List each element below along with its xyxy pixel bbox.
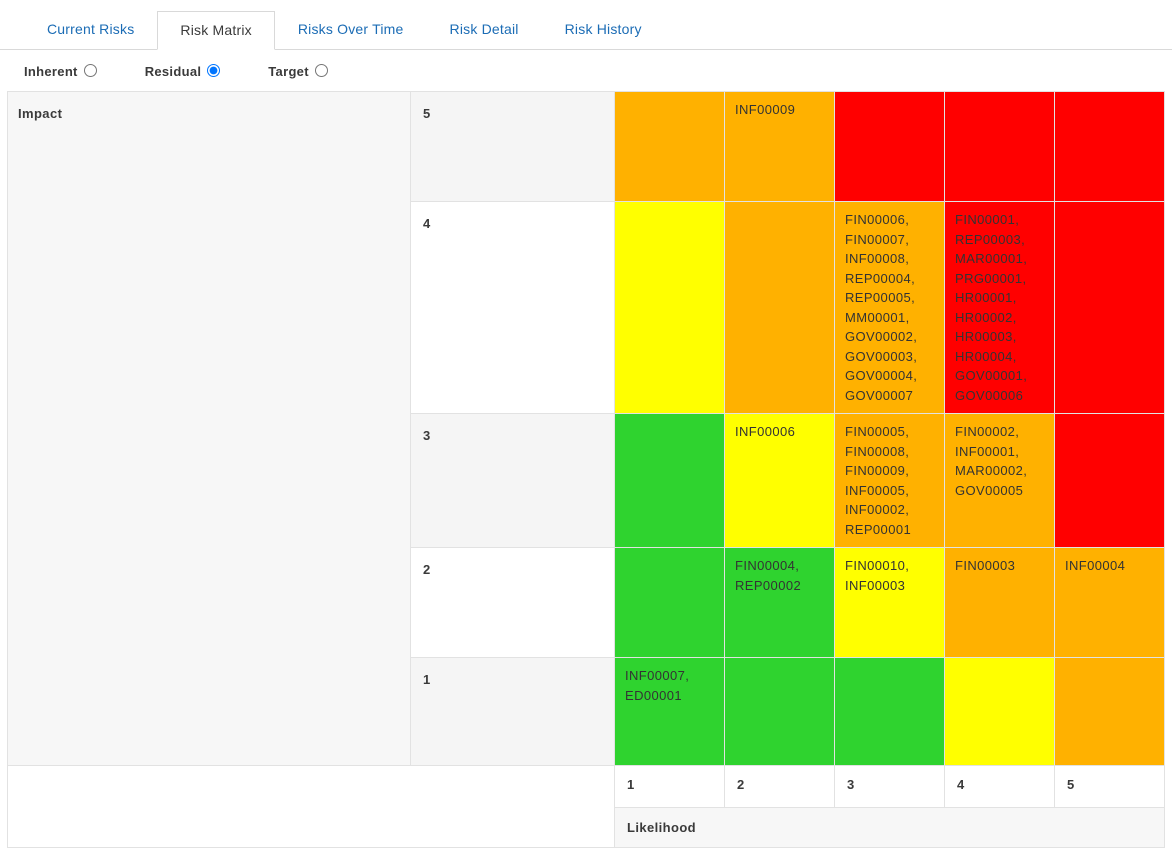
matrix-cell-impact5-likelihood5[interactable] <box>1054 91 1165 202</box>
impact-level-1: 1 <box>410 657 615 766</box>
matrix-row-impact-3: 3 INF00006 FIN00005, FIN00008, FIN00009, I… <box>8 413 1165 548</box>
tab-risk-matrix[interactable]: Risk Matrix <box>157 11 275 50</box>
likelihood-label-row: Likelihood <box>8 807 1165 848</box>
likelihood-level-2: 2 <box>724 765 835 808</box>
matrix-cell-impact3-likelihood3[interactable]: FIN00005, FIN00008, FIN00009, INF00005, … <box>834 413 945 548</box>
tab-risks-over-time[interactable]: Risks Over Time <box>297 21 404 37</box>
matrix-cell-impact2-likelihood2[interactable]: FIN00004, REP00002 <box>724 547 835 658</box>
tab-bar: Current Risks Risk Matrix Risks Over Tim… <box>0 0 1172 50</box>
residual-option[interactable]: Residual <box>145 64 221 79</box>
target-radio[interactable] <box>314 64 328 77</box>
likelihood-level-1: 1 <box>614 765 725 808</box>
matrix-cell-impact5-likelihood2[interactable]: INF00009 <box>724 91 835 202</box>
matrix-cell-impact1-likelihood3[interactable] <box>834 657 945 766</box>
matrix-cell-impact1-likelihood2[interactable] <box>724 657 835 766</box>
likelihood-level-5: 5 <box>1054 765 1165 808</box>
likelihood-level-4: 4 <box>944 765 1055 808</box>
matrix-row-impact-1: 1 INF00007, ED00001 <box>8 657 1165 766</box>
matrix-cell-impact3-likelihood2[interactable]: INF00006 <box>724 413 835 548</box>
matrix-cell-impact2-likelihood1[interactable] <box>614 547 725 658</box>
inherent-label: Inherent <box>24 64 78 79</box>
impact-level-3: 3 <box>410 413 615 548</box>
tab-current-risks[interactable]: Current Risks <box>47 21 135 37</box>
likelihood-axis-label: Likelihood <box>614 807 1165 848</box>
target-label: Target <box>268 64 309 79</box>
matrix-cell-impact4-likelihood3[interactable]: FIN00006, FIN00007, INF00008, REP00004, … <box>834 201 945 414</box>
matrix-cell-impact2-likelihood3[interactable]: FIN00010, INF00003 <box>834 547 945 658</box>
matrix-cell-impact5-likelihood4[interactable] <box>944 91 1055 202</box>
impact-axis-label: Impact <box>7 91 411 766</box>
matrix-cell-impact1-likelihood1[interactable]: INF00007, ED00001 <box>614 657 725 766</box>
matrix-cell-impact5-likelihood1[interactable] <box>614 91 725 202</box>
tab-risk-history[interactable]: Risk History <box>564 21 642 37</box>
matrix-cell-impact1-likelihood4[interactable] <box>944 657 1055 766</box>
inherent-option[interactable]: Inherent <box>24 64 97 79</box>
matrix-cell-impact4-likelihood2[interactable] <box>724 201 835 414</box>
matrix-cell-impact4-likelihood5[interactable] <box>1054 201 1165 414</box>
matrix-corner <box>7 765 615 848</box>
matrix-cell-impact2-likelihood5[interactable]: INF00004 <box>1054 547 1165 658</box>
matrix-row-impact-2: 2 FIN00004, REP00002 FIN00010, INF00003 FIN… <box>8 547 1165 658</box>
view-selector: Inherent Residual Target <box>0 50 1172 91</box>
likelihood-numbers-row: 1 2 3 4 5 <box>7 765 1165 848</box>
matrix-row-impact-5: Impact 5 INF00009 <box>7 91 1165 766</box>
matrix-cell-impact4-likelihood4[interactable]: FIN00001, REP00003, MAR00001, PRG00001, … <box>944 201 1055 414</box>
matrix-row-impact-4: 4 FIN00006, FIN00007, INF00008, REP00004,… <box>8 201 1165 414</box>
impact-level-4: 4 <box>410 201 615 414</box>
risk-matrix: Impact 5 INF00009 4 FIN00006, FIN00007, INF0… <box>0 91 1172 848</box>
tab-risk-detail[interactable]: Risk Detail <box>449 21 519 37</box>
target-option[interactable]: Target <box>268 64 328 79</box>
residual-radio[interactable] <box>207 64 221 77</box>
matrix-cell-impact1-likelihood5[interactable] <box>1054 657 1165 766</box>
matrix-cell-impact3-likelihood5[interactable] <box>1054 413 1165 548</box>
inherent-radio[interactable] <box>83 64 97 77</box>
likelihood-level-3: 3 <box>834 765 945 808</box>
residual-label: Residual <box>144 64 202 79</box>
matrix-cell-impact3-likelihood4[interactable]: FIN00002, INF00001, MAR00002, GOV00005 <box>944 413 1055 548</box>
impact-level-2: 2 <box>410 547 615 658</box>
impact-level-5: 5 <box>410 91 615 202</box>
matrix-cell-impact3-likelihood1[interactable] <box>614 413 725 548</box>
matrix-cell-impact2-likelihood4[interactable]: FIN00003 <box>944 547 1055 658</box>
matrix-cell-impact4-likelihood1[interactable] <box>614 201 725 414</box>
matrix-cell-impact5-likelihood3[interactable] <box>834 91 945 202</box>
